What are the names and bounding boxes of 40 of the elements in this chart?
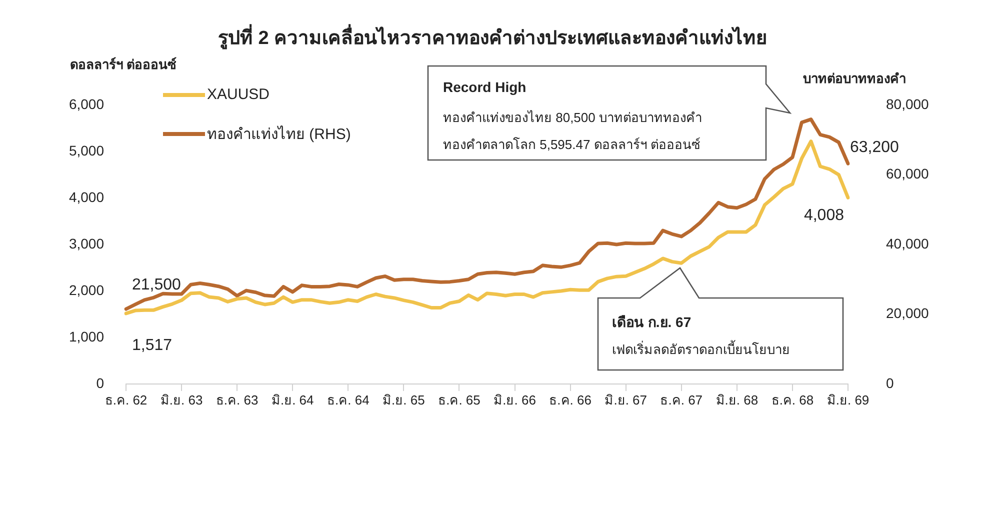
y-tick-label: 6,000 bbox=[68, 96, 104, 112]
y2-axis-title: บาทต่อบาททองคำ bbox=[803, 70, 906, 88]
annotation: เฟดเริ่มลดอัตราดอกเบี้ยนโยบาย bbox=[612, 339, 790, 359]
y-axis-title: ดอลลาร์ฯ ต่อออนซ์ bbox=[70, 56, 177, 74]
annotation: ทองคำตลาดโลก 5,595.47 ดอลลาร์ฯ ต่อออนซ์ bbox=[443, 136, 700, 154]
y-tick-label: 4,000 bbox=[68, 188, 104, 205]
y-tick-label: 3,000 bbox=[68, 235, 104, 252]
x-tick-label: มิ.ย. 66 bbox=[494, 392, 536, 408]
text: Record High bbox=[443, 79, 526, 95]
y2-tick-label: 20,000 bbox=[886, 305, 930, 322]
y-tick-label: 0 bbox=[96, 374, 104, 391]
data-label: 1,517 bbox=[132, 336, 172, 354]
chart-title: รูปที่ 2 ความเคลื่อนไหวราคาทองคำต่างประเทศและทองคำแท่งไทย bbox=[216, 23, 768, 52]
x-tick-label: ธ.ค. 62 bbox=[104, 392, 148, 408]
x-tick-label: ธ.ค. 67 bbox=[660, 392, 703, 408]
x-tick-label: ธ.ค. 64 bbox=[327, 392, 370, 408]
annotation: ทองคำแท่งของไทย 80,500 บาทต่อบาททองคำ bbox=[443, 109, 702, 127]
y-tick-label: 2,000 bbox=[68, 282, 104, 298]
x-tick-label: มิ.ย. 65 bbox=[382, 392, 425, 408]
data-label: 4,008 bbox=[804, 207, 844, 224]
x-tick-label: มิ.ย. 64 bbox=[271, 392, 314, 408]
y2-tick-label: 60,000 bbox=[886, 166, 930, 182]
data-label: 21,500 bbox=[132, 276, 182, 294]
y2-tick-label: 0 bbox=[886, 374, 894, 391]
x-tick-label: มิ.ย. 69 bbox=[826, 392, 870, 408]
x-tick-label: ธ.ค. 68 bbox=[771, 392, 814, 408]
x-tick-label: ธ.ค. 66 bbox=[549, 392, 592, 408]
y2-tick-label: 80,000 bbox=[886, 96, 930, 112]
y-tick-label: 1,000 bbox=[68, 328, 104, 344]
annotation: เดือน ก.ย. 67 bbox=[612, 313, 692, 332]
y2-tick-label: 40,000 bbox=[886, 235, 930, 252]
y-tick-label: 5,000 bbox=[68, 142, 104, 158]
legend-label: ทองคำแท่งไทย (RHS) bbox=[207, 124, 351, 145]
x-tick-label: มิ.ย. 68 bbox=[716, 392, 758, 408]
data-label: 63,200 bbox=[850, 138, 900, 156]
legend-label: XAUUSD bbox=[207, 86, 270, 103]
x-tick-label: ธ.ค. 63 bbox=[216, 392, 258, 408]
x-tick-label: ธ.ค. 65 bbox=[438, 392, 480, 408]
x-tick-label: มิ.ย. 63 bbox=[160, 392, 203, 408]
x-tick-label: มิ.ย. 67 bbox=[604, 392, 647, 408]
